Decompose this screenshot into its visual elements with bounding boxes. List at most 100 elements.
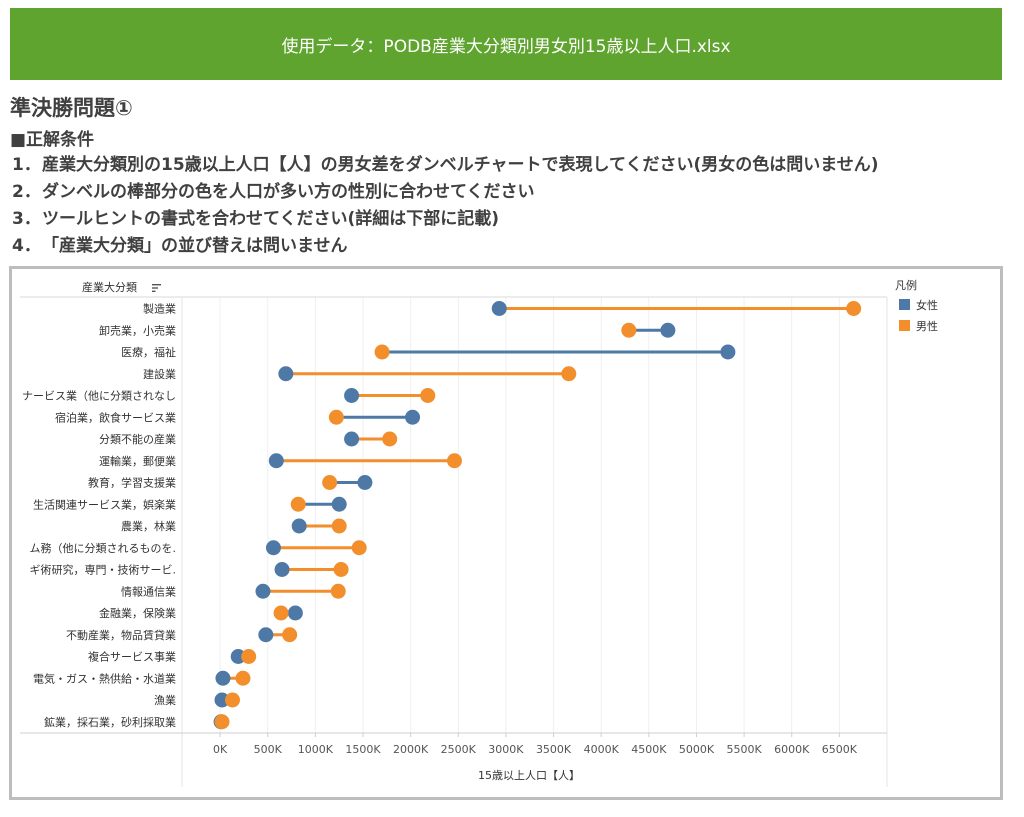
point-female[interactable] — [268, 453, 284, 469]
point-male[interactable] — [420, 388, 436, 403]
category-label: 情報通信業 — [121, 585, 176, 598]
category-labels: 製造業卸売業，小売業医療，福祉建設業ナービス業（他に分類されなし宿泊業，飲食サー… — [22, 302, 176, 729]
task-title: 準決勝問題① — [10, 96, 133, 120]
conditions-list: 1．産業大分類別の15歳以上人口【人】の男女差をダンベルチャートで表現してくださ… — [10, 150, 879, 258]
x-tick-label: 5000K — [679, 743, 715, 756]
legend-item-female[interactable]: 女性 — [899, 298, 938, 312]
point-male[interactable] — [846, 301, 862, 316]
point-male[interactable] — [241, 649, 257, 664]
category-label: 教育，学習支援業 — [88, 476, 176, 490]
point-female[interactable] — [265, 540, 281, 556]
x-tick-label: 5500K — [726, 743, 762, 756]
condition-item: 4．「産業大分類」の並び替えは問いません — [10, 231, 879, 258]
point-male[interactable] — [331, 518, 347, 534]
category-label: ム務（他に分類されるものを. — [30, 541, 177, 555]
point-male[interactable] — [446, 453, 462, 469]
condition-item: 3．ツールヒントの書式を合わせてください(詳細は下部に記載) — [10, 204, 879, 231]
chart-frame-lines — [20, 296, 888, 787]
point-male[interactable] — [273, 605, 289, 621]
x-tick-label: 0K — [213, 743, 228, 756]
condition-text: 産業大分類別の15歳以上人口【人】の男女差をダンベルチャートで表現してください(… — [42, 155, 879, 175]
point-male[interactable] — [330, 583, 346, 599]
gridlines — [219, 297, 840, 733]
category-label: 不動産業，物品賃貸業 — [66, 628, 176, 642]
dataset-banner: 使用データ：PODB産業大分類別男女別15歳以上人口.xlsx — [10, 8, 1002, 80]
row-header-label: 産業大分類 — [82, 280, 137, 294]
dumbbell-chart: 製造業卸売業，小売業医療，福祉建設業ナービス業（他に分類されなし宿泊業，飲食サー… — [20, 278, 938, 787]
category-label: 卸売業，小売業 — [99, 323, 176, 337]
sort-icon[interactable] — [152, 284, 161, 292]
point-female[interactable] — [344, 388, 360, 403]
dumbbell-chart-frame: 製造業卸売業，小売業医療，福祉建設業ナービス業（他に分類されなし宿泊業，飲食サー… — [9, 266, 1003, 800]
point-male[interactable] — [374, 344, 390, 360]
point-male[interactable] — [621, 322, 637, 338]
category-label: ナービス業（他に分類されなし — [22, 390, 176, 403]
point-female[interactable] — [291, 518, 307, 534]
x-tick-label: 6500K — [822, 743, 858, 756]
legend-label-female: 女性 — [916, 298, 938, 312]
category-label: 漁業 — [154, 693, 176, 707]
point-male[interactable] — [290, 496, 306, 512]
category-label: 電気・ガス・熱供給・水道業 — [33, 671, 176, 685]
dumbbell-bars — [221, 307, 854, 724]
point-female[interactable] — [287, 605, 303, 621]
category-label: 運輸業，郵便業 — [99, 454, 176, 468]
x-tick-label: 3500K — [536, 743, 572, 756]
point-male[interactable] — [328, 409, 344, 425]
category-label: 鉱業，採石業，砂利採取業 — [44, 715, 176, 729]
point-male[interactable] — [351, 540, 367, 556]
point-male[interactable] — [333, 562, 349, 577]
point-female[interactable] — [214, 692, 230, 708]
point-female[interactable] — [660, 322, 676, 338]
x-tick-label: 6000K — [774, 743, 810, 756]
point-female[interactable] — [255, 583, 271, 599]
category-label: 医療，福祉 — [121, 345, 176, 359]
conditions-title: ■正解条件 — [10, 130, 95, 150]
category-label: 金融業，保険業 — [99, 606, 176, 620]
point-female[interactable] — [344, 431, 360, 447]
legend-title: 凡例 — [895, 278, 917, 292]
condition-number: 4． — [12, 236, 41, 256]
category-label: 製造業 — [143, 302, 176, 316]
x-tick-label: 1000K — [298, 743, 334, 756]
point-male[interactable] — [282, 627, 298, 643]
point-female[interactable] — [405, 409, 421, 425]
point-female[interactable] — [278, 366, 294, 382]
x-tick-label: 3000K — [488, 743, 524, 756]
x-tick-label: 4000K — [584, 743, 620, 756]
x-axis-ticks: 0K 500K 1000K 1500K 2000K 2500K 3000K 3500K 4000… — [213, 733, 858, 756]
point-female[interactable] — [274, 562, 290, 577]
category-label: 分類不能の産業 — [99, 432, 176, 446]
point-male[interactable] — [322, 475, 338, 490]
point-male[interactable] — [224, 692, 240, 708]
point-female[interactable] — [357, 475, 373, 490]
condition-number: 2． — [12, 182, 41, 202]
point-male[interactable] — [235, 670, 251, 686]
dataset-banner-text: 使用データ：PODB産業大分類別男女別15歳以上人口.xlsx — [281, 36, 731, 57]
legend-swatch-male — [899, 320, 910, 331]
legend: 凡例 女性 男性 — [895, 278, 938, 333]
point-male[interactable] — [561, 366, 577, 382]
point-male[interactable] — [382, 431, 398, 447]
point-female[interactable] — [215, 670, 231, 686]
point-female[interactable] — [491, 301, 507, 316]
x-tick-label: 2000K — [393, 743, 429, 756]
condition-number: 3． — [12, 209, 41, 229]
point-male[interactable] — [214, 714, 230, 730]
condition-item: 1．産業大分類別の15歳以上人口【人】の男女差をダンベルチャートで表現してくださ… — [10, 150, 879, 177]
condition-item: 2．ダンベルの棒部分の色を人口が多い方の性別に合わせてください — [10, 177, 879, 204]
point-female[interactable] — [331, 496, 347, 512]
condition-text: ツールヒントの書式を合わせてください(詳細は下部に記載) — [42, 209, 500, 229]
legend-swatch-female — [899, 299, 910, 310]
point-female[interactable] — [258, 627, 274, 643]
point-female[interactable] — [720, 344, 736, 360]
legend-item-male[interactable]: 男性 — [899, 319, 938, 333]
x-tick-label: 1500K — [345, 743, 381, 756]
category-label: 建設業 — [143, 367, 176, 381]
category-label: 複合サービス事業 — [88, 650, 176, 664]
condition-text: 「産業大分類」の並び替えは問いません — [42, 236, 348, 256]
dumbbell-points[interactable] — [213, 301, 862, 730]
category-label: 宿泊業，飲食サービス業 — [55, 410, 176, 424]
x-tick-label: 4500K — [631, 743, 667, 756]
point-female[interactable] — [230, 649, 246, 664]
